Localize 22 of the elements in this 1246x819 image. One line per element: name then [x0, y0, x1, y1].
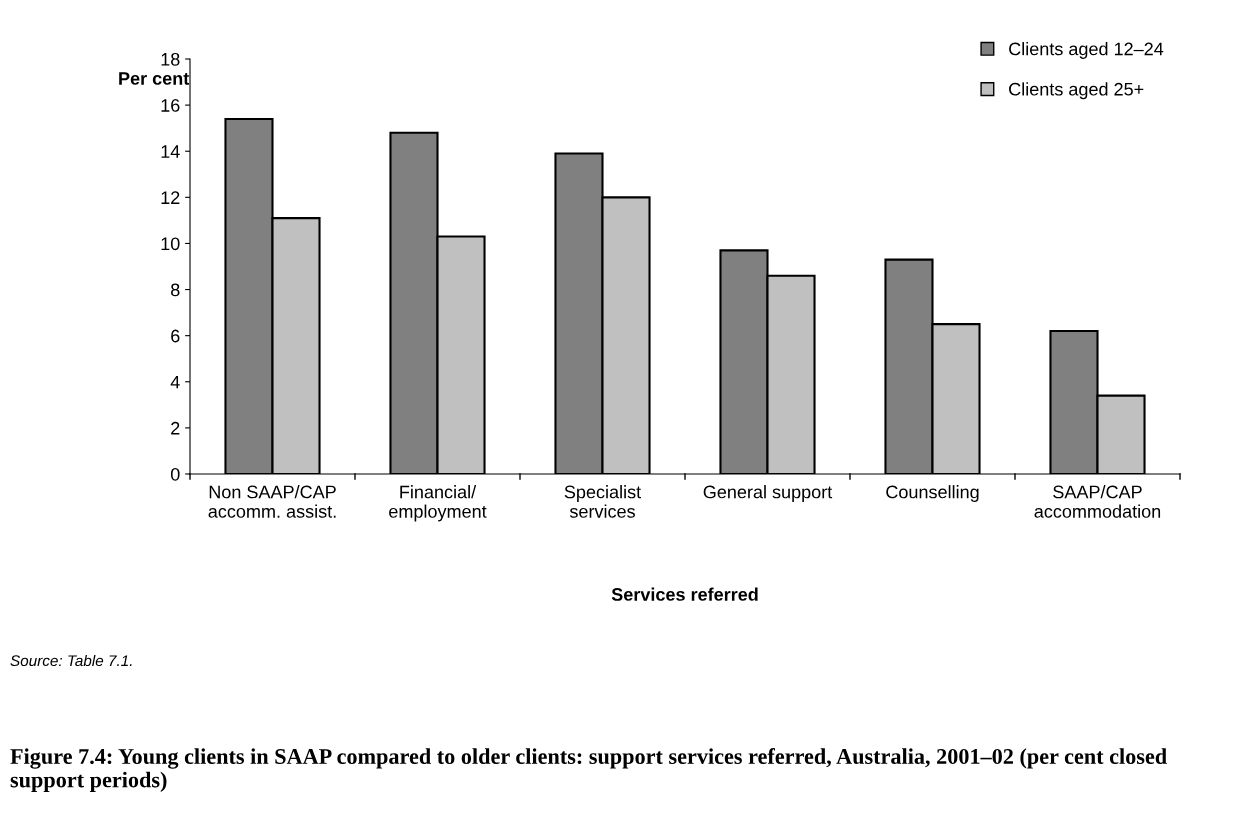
y-tick-label: 8: [171, 283, 180, 297]
y-tick-label: 2: [171, 421, 180, 435]
legend-label: Clients aged 25+: [1009, 82, 1144, 100]
y-tick-label: 18: [161, 52, 180, 66]
y-tick-label: 4: [170, 375, 180, 389]
x-axis-title: Services referred: [611, 587, 758, 601]
source-note: Source: Table 7.1.: [10, 654, 132, 667]
y-tick-label: 0: [170, 467, 180, 481]
x-tick-label: Non SAAP/CAP accomm. assist.: [208, 485, 336, 518]
y-tick-label: 14: [161, 145, 180, 158]
text: Figure 7.4: Young clients in SAAP compared to older clients: support services referred, Australia, 2001–02 (per cent closed support periods): [10, 748, 1167, 792]
x-tick-label: Specialist services: [564, 485, 641, 518]
x-tick-label: Financial/ employment: [389, 485, 487, 522]
x-tick-label: SAAP/CAP accommodation: [1034, 485, 1161, 518]
y-axis-title: Per cent: [119, 72, 190, 85]
x-tick-label: General support: [703, 485, 833, 502]
legend-label: Clients aged 12–24: [1009, 42, 1164, 59]
y-tick-label: 12: [161, 191, 180, 204]
y-tick-label: 10: [161, 237, 180, 251]
x-tick-label: Counselling: [886, 485, 979, 502]
y-tick-label: 6: [171, 329, 180, 343]
y-tick-label: 16: [161, 99, 180, 112]
